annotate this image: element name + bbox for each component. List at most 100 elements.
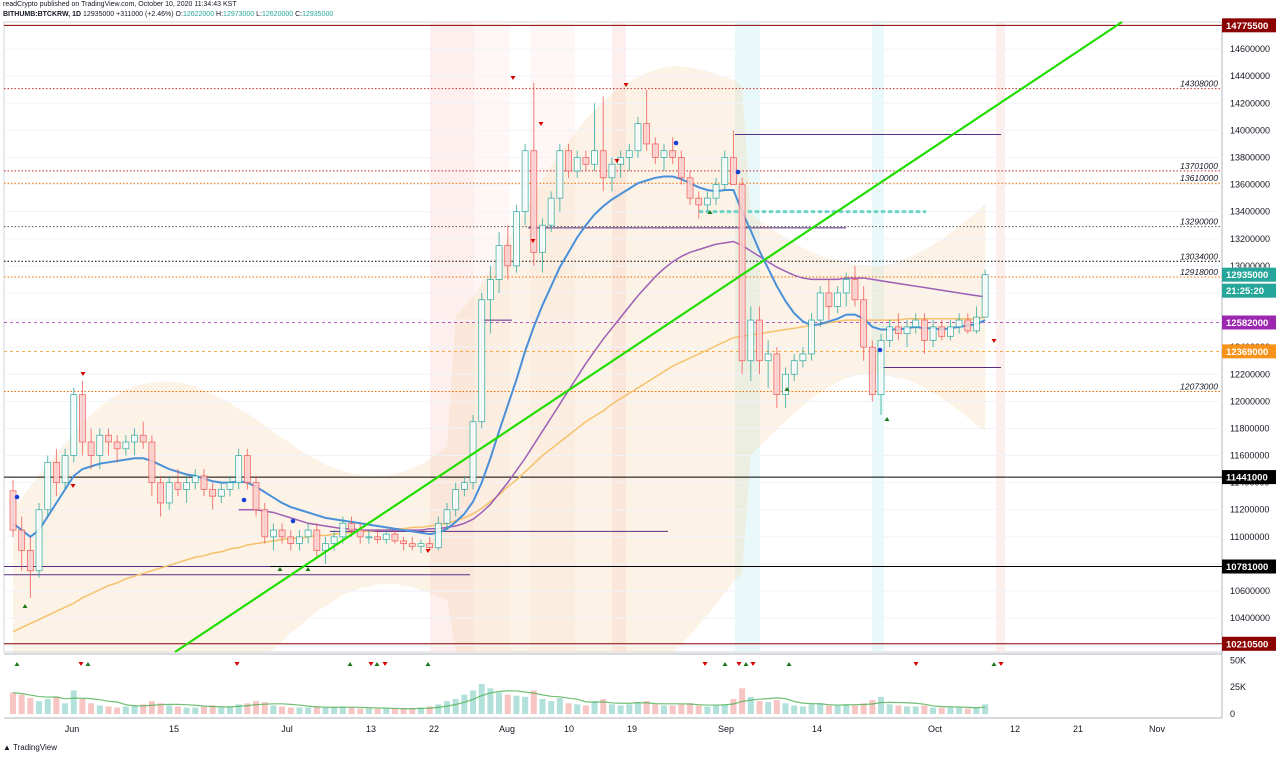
sell-signal-marker <box>70 484 76 488</box>
volume-bar <box>409 708 416 714</box>
sell-signal-marker <box>991 339 997 343</box>
candle-body <box>712 184 720 199</box>
volume-bar <box>235 704 242 714</box>
candle-body <box>235 455 243 484</box>
volume-bar <box>279 706 286 714</box>
candle-body <box>426 543 434 549</box>
candle-body <box>96 434 104 456</box>
candle-body <box>304 529 312 538</box>
candle-body <box>660 150 668 158</box>
time-axis-tick: 15 <box>169 724 179 734</box>
volume-buy-arrow <box>347 662 353 666</box>
candle-body <box>434 522 442 549</box>
candle-body <box>105 434 112 443</box>
price-axis-tick: 14200000 <box>1230 98 1270 108</box>
volume-bar <box>582 705 589 714</box>
price-axis-tick: 12000000 <box>1230 396 1270 406</box>
symbol-name: BITHUMB:BTCKRW, 1D <box>3 11 82 18</box>
price-tag-label: 10210500 <box>1226 639 1268 650</box>
volume-bar <box>400 708 407 714</box>
time-axis-tick: 22 <box>429 724 439 734</box>
price-tag-label: 12582000 <box>1226 318 1268 329</box>
sell-signal-marker <box>530 239 536 243</box>
volume-bar <box>556 697 563 714</box>
candle-body <box>408 543 416 547</box>
low-value: 12620000 <box>262 11 294 18</box>
volume-bar <box>305 707 312 714</box>
volume-bar <box>964 708 971 714</box>
volume-bar <box>79 698 86 714</box>
candle-body <box>35 509 43 572</box>
price-axis-tick: 13200000 <box>1230 234 1270 244</box>
candle-body <box>313 529 321 551</box>
candle-body <box>964 319 972 332</box>
volume-bar <box>105 706 112 714</box>
candle-body <box>165 482 173 504</box>
volume-bar <box>860 703 867 714</box>
candle-body <box>591 150 598 165</box>
candle-body <box>556 150 564 199</box>
candle-body <box>747 319 755 362</box>
price-tag-label: 10781000 <box>1226 562 1268 573</box>
time-axis-tick: Oct <box>928 724 943 734</box>
volume-bar <box>782 703 789 714</box>
candle-body <box>452 489 460 511</box>
volume-bar <box>504 694 511 714</box>
blue-signal-dot <box>290 518 296 524</box>
volume-sell-arrow <box>913 662 919 666</box>
candle-body <box>382 533 390 540</box>
price-tag-box <box>1222 344 1276 359</box>
candle-body <box>573 157 581 172</box>
low-label: L: <box>256 11 262 18</box>
volume-bar <box>157 703 164 714</box>
volume-bar <box>322 707 329 714</box>
volume-bar <box>765 702 772 714</box>
candle-body <box>365 536 373 539</box>
time-axis-tick: 19 <box>627 724 637 734</box>
volume-bar <box>365 708 372 714</box>
candle-body <box>79 394 86 443</box>
candle-body <box>695 197 703 206</box>
volume-sell-arrow <box>998 662 1004 666</box>
volume-bar <box>44 698 51 714</box>
volume-bar <box>227 706 233 714</box>
volume-bar <box>834 705 841 714</box>
volume-bar <box>947 707 954 714</box>
volume-buy-arrow <box>722 662 728 666</box>
high-label: H: <box>216 11 224 18</box>
volume-bar <box>799 706 806 714</box>
candle-body <box>599 150 607 179</box>
level-label: 12073000 <box>1180 381 1218 391</box>
price-tag-label: 14775500 <box>1226 21 1268 32</box>
candle-body <box>643 123 651 145</box>
open-label: O: <box>175 11 183 18</box>
tradingview-logo-text: TradingView <box>13 743 58 752</box>
time-axis-tick: Aug <box>499 724 515 734</box>
candle-body <box>617 157 624 165</box>
volume-axis-tick: 0 <box>1230 709 1235 719</box>
candle-body <box>513 211 520 267</box>
volume-buy-arrow <box>374 662 380 666</box>
buy-signal-marker <box>707 210 713 214</box>
volume-bar <box>661 705 667 714</box>
volume-bar <box>296 707 303 714</box>
candle-body <box>339 522 347 538</box>
candle-body <box>912 319 920 328</box>
candle-body <box>877 339 885 395</box>
candle-body <box>973 316 980 332</box>
candle-body <box>261 509 269 538</box>
volume-bar <box>70 690 77 714</box>
price-axis-tick: 14600000 <box>1230 44 1270 54</box>
volume-bar <box>591 701 598 714</box>
candle-body <box>460 482 468 490</box>
candle-body <box>374 536 381 540</box>
volume-bar <box>773 700 780 714</box>
candle-body <box>868 346 876 395</box>
volume-bar <box>148 701 155 714</box>
volume-bar <box>973 707 980 714</box>
volume-buy-arrow <box>425 662 431 666</box>
volume-bar <box>10 692 16 714</box>
time-axis-tick: 13 <box>366 724 376 734</box>
candle-body <box>799 353 807 362</box>
